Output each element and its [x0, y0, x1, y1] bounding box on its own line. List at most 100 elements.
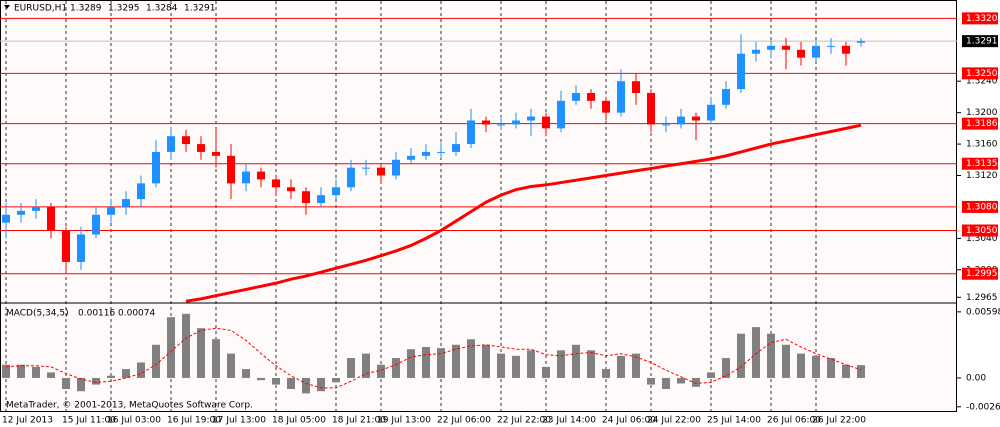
- x-tick-label: 18 Jul 05:00: [272, 416, 326, 426]
- macd-bar: [107, 375, 115, 378]
- symbol-title: EURUSD,H1: [14, 4, 67, 14]
- candle-body: [842, 45, 850, 54]
- level-box: [962, 117, 998, 130]
- macd-bar: [647, 377, 655, 385]
- signal-value: 0.00074: [118, 309, 155, 319]
- candle-body: [347, 167, 355, 188]
- candle-body: [197, 144, 205, 152]
- candle-body: [572, 93, 580, 101]
- macd-bar: [377, 364, 385, 378]
- x-tick-label: 18 Jul 21:00: [332, 416, 386, 426]
- candle-body: [212, 151, 220, 156]
- macd-bar: [272, 377, 280, 385]
- current-price-box: [962, 35, 998, 48]
- candle-body: [272, 179, 280, 188]
- macd-title: MACD(5,34,5): [6, 309, 69, 319]
- candle-body: [77, 234, 85, 262]
- candle-body: [767, 45, 775, 50]
- macd-bar: [557, 350, 565, 378]
- candle-body: [32, 206, 40, 211]
- macd-bar: [167, 317, 175, 378]
- macd-bar: [467, 339, 475, 378]
- macd-bar: [797, 353, 805, 378]
- y-tick-label: 1.3160: [966, 140, 998, 150]
- macd-bar: [857, 365, 865, 378]
- macd-bar: [722, 358, 730, 378]
- x-tick-label: 22 Jul 22:00: [497, 416, 551, 426]
- macd-bar: [332, 377, 340, 383]
- macd-bar: [842, 364, 850, 378]
- candle-body: [797, 49, 805, 58]
- header-high: 1.3295: [108, 4, 140, 14]
- macd-bar: [77, 377, 85, 392]
- macd-bar: [662, 377, 670, 389]
- macd-bar: [707, 372, 715, 378]
- level-box: [962, 224, 998, 237]
- macd-bar: [137, 362, 145, 378]
- x-tick-label: 22 Jul 06:00: [437, 416, 491, 426]
- macd-bar: [542, 366, 550, 378]
- level-box: [962, 67, 998, 80]
- macd-bar: [287, 377, 295, 389]
- candle-body: [107, 206, 115, 215]
- candle-body: [737, 53, 745, 90]
- candle-body: [662, 124, 670, 126]
- macd-bar: [617, 355, 625, 378]
- y-tick-label: 1.3200: [966, 108, 998, 118]
- y-tick-label: 1.3040: [966, 234, 998, 244]
- candle-body: [152, 151, 160, 184]
- candle-body: [857, 41, 865, 43]
- macd-bar: [752, 327, 760, 378]
- candle-body: [632, 81, 640, 93]
- macd-bar: [347, 358, 355, 378]
- candle-body: [17, 210, 25, 215]
- macd-bar: [422, 347, 430, 378]
- candle-body: [587, 93, 595, 101]
- y-tick-label: 0.00598: [966, 307, 1000, 317]
- x-tick-label: 17 Jul 13:00: [212, 416, 266, 426]
- macd-bar: [737, 333, 745, 378]
- candle-body: [602, 100, 610, 113]
- macd-bar: [47, 372, 55, 378]
- candle-body: [617, 81, 625, 113]
- macd-bar: [362, 353, 370, 378]
- macd-bar: [602, 369, 610, 378]
- candle-body: [527, 116, 535, 121]
- x-tick-label: 16 Jul 19:00: [167, 416, 221, 426]
- macd-bar: [2, 364, 10, 378]
- candle-body: [542, 116, 550, 129]
- y-tick-label: 0.00: [966, 373, 986, 383]
- macd-bar: [392, 358, 400, 378]
- candle-body: [782, 45, 790, 50]
- macd-bar: [152, 344, 160, 378]
- candle-body: [362, 167, 370, 169]
- candle-body: [137, 183, 145, 200]
- macd-bar: [197, 328, 205, 378]
- level-box: [962, 200, 998, 213]
- macd-bar: [302, 377, 310, 394]
- candle-body: [827, 45, 835, 47]
- candle-body: [182, 136, 190, 145]
- candle-body: [692, 116, 700, 121]
- candle-body: [47, 206, 55, 231]
- macd-bar: [587, 350, 595, 378]
- level-box: [962, 12, 998, 25]
- current-price-label: 1.3291: [966, 37, 998, 47]
- macd-bar: [407, 349, 415, 378]
- macd-value: 0.00116: [78, 309, 115, 319]
- macd-bar: [482, 344, 490, 378]
- y-tick-label: 1.2965: [966, 293, 998, 303]
- header-open: 1.3289: [70, 4, 102, 14]
- candle-body: [707, 104, 715, 121]
- candle-body: [377, 167, 385, 176]
- candle-body: [392, 159, 400, 176]
- x-tick-label: 12 Jul 2013: [2, 416, 53, 426]
- candle-body: [722, 89, 730, 105]
- macd-bar: [92, 377, 100, 385]
- candle-body: [287, 187, 295, 192]
- macd-bar: [122, 369, 130, 378]
- x-tick-label: 26 Jul 06:00: [767, 416, 821, 426]
- footer: MetaTrader, © 2001-2013, MetaQuotes Soft…: [6, 401, 253, 411]
- macd-bar: [827, 358, 835, 378]
- candle-body: [497, 124, 505, 126]
